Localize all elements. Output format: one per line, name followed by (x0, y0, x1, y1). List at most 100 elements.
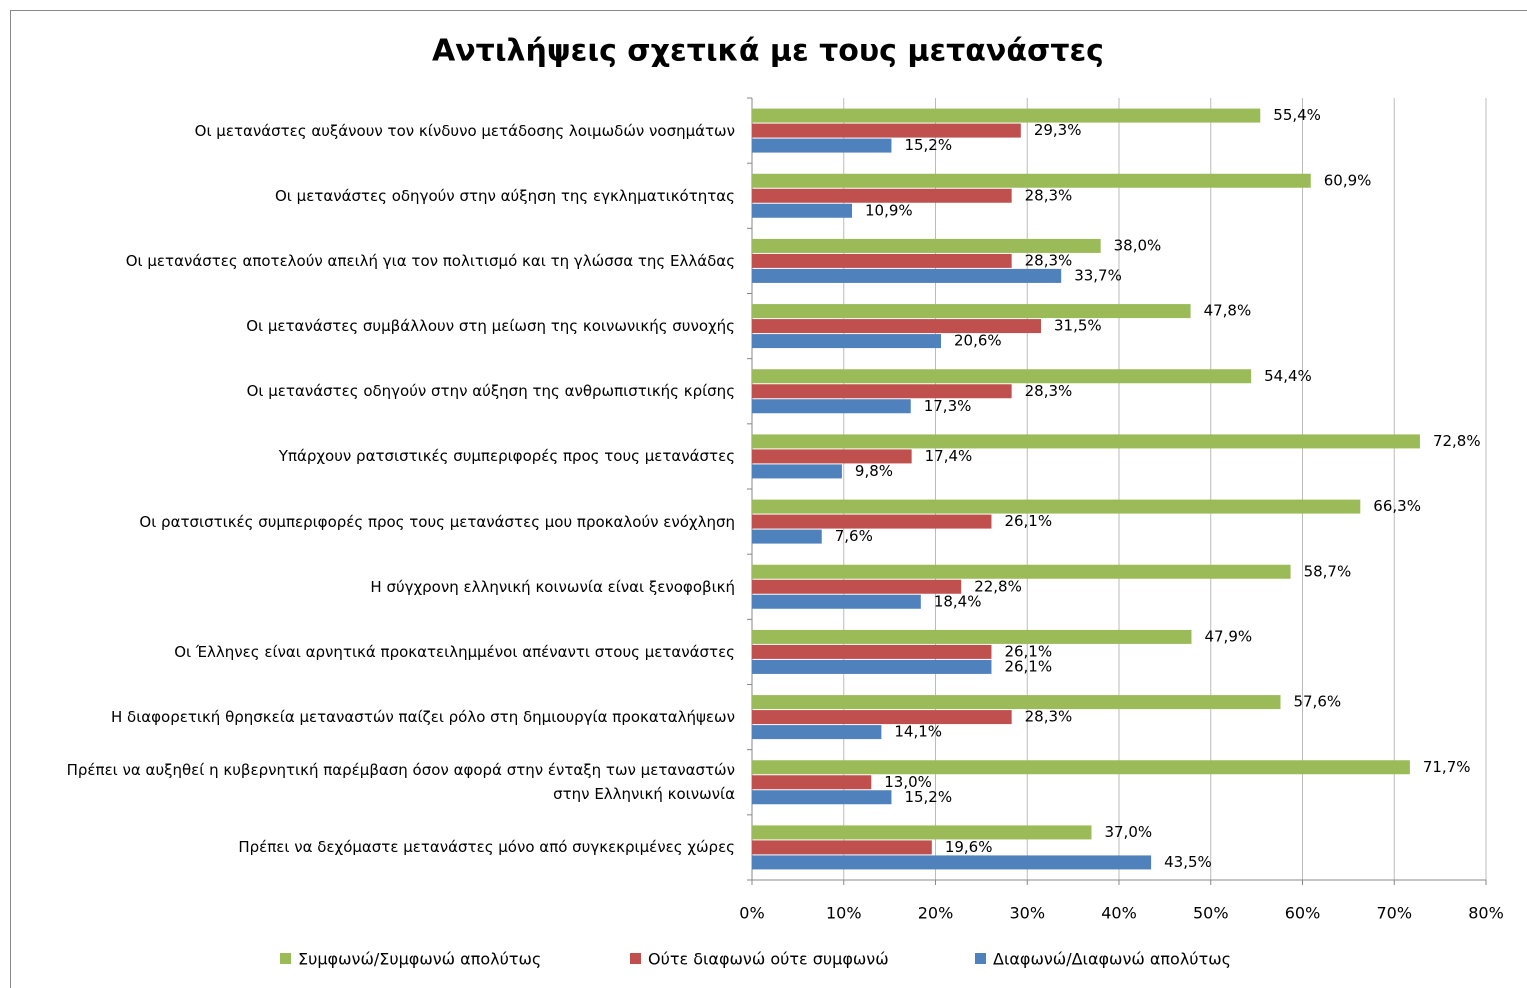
legend-label: Διαφωνώ/Διαφωνώ απολύτως (993, 950, 1231, 969)
value-label: 20,6% (954, 332, 1002, 350)
value-label: 18,4% (934, 592, 982, 610)
bar (752, 319, 1042, 334)
value-label: 71,7% (1423, 758, 1471, 776)
category-label: Οι ρατσιστικές συμπεριφορές προς τους με… (139, 512, 735, 531)
bar (752, 825, 1092, 840)
value-label: 14,1% (894, 723, 942, 741)
x-tick-label: 10% (826, 904, 862, 923)
category-label: Πρέπει να δεχόμαστε μετανάστες μόνο από … (238, 838, 735, 857)
bar (752, 695, 1281, 710)
value-label: 38,0% (1114, 236, 1162, 254)
bar (752, 464, 842, 479)
value-label: 47,9% (1204, 627, 1252, 645)
value-label: 15,2% (904, 788, 952, 806)
x-tick-label: 70% (1376, 904, 1412, 923)
bar (752, 579, 962, 594)
value-label: 57,6% (1293, 693, 1341, 711)
bar (752, 369, 1252, 384)
bar (752, 790, 892, 805)
category-label: Οι μετανάστες οδηγούν στην αύξηση της εγ… (275, 186, 735, 205)
value-label: 28,3% (1025, 186, 1073, 204)
x-tick-label: 80% (1468, 904, 1504, 923)
bar (752, 434, 1420, 449)
value-label: 26,1% (1004, 642, 1052, 660)
category-label: Οι μετανάστες αποτελούν απειλή για τον π… (125, 251, 735, 270)
value-label: 37,0% (1104, 823, 1152, 841)
chart-title: Αντιλήψεις σχετικά με τους μετανάστες (432, 34, 1104, 69)
bar (752, 644, 992, 659)
value-label: 72,8% (1433, 432, 1481, 450)
bar (752, 399, 911, 414)
bar (752, 564, 1291, 579)
bar (752, 775, 872, 790)
value-label: 19,6% (945, 838, 993, 856)
value-label: 47,8% (1204, 302, 1252, 320)
value-label: 10,9% (865, 201, 913, 219)
bar (752, 268, 1062, 283)
x-tick-label: 50% (1193, 904, 1229, 923)
legend-label: Συμφωνώ/Συμφωνώ απολύτως (298, 950, 541, 969)
value-label: 17,3% (924, 397, 972, 415)
value-label: 31,5% (1054, 317, 1102, 335)
x-tick-label: 60% (1285, 904, 1321, 923)
bar (752, 334, 942, 349)
value-label: 29,3% (1034, 121, 1082, 139)
value-label: 28,3% (1025, 251, 1073, 269)
value-label: 28,3% (1025, 382, 1073, 400)
value-label: 26,1% (1004, 512, 1052, 530)
x-tick-label: 0% (739, 904, 764, 923)
value-label: 22,8% (974, 577, 1022, 595)
bar (752, 659, 992, 674)
category-label: Η διαφορετική θρησκεία μεταναστών παίζει… (110, 708, 735, 727)
bar (752, 629, 1192, 644)
bar (752, 253, 1012, 268)
bar (752, 760, 1410, 775)
value-label: 26,1% (1004, 657, 1052, 675)
bar (752, 840, 932, 855)
value-label: 15,2% (904, 136, 952, 154)
bar (752, 203, 853, 218)
bar (752, 108, 1261, 123)
category-label: Οι Έλληνες είναι αρνητικά προκατειλημμέν… (174, 642, 735, 661)
bar (752, 304, 1191, 319)
value-label: 58,7% (1304, 562, 1352, 580)
value-label: 33,7% (1074, 266, 1122, 284)
bar (752, 725, 882, 740)
bar (752, 529, 822, 544)
value-label: 28,3% (1025, 708, 1073, 726)
value-label: 66,3% (1373, 497, 1421, 515)
value-label: 54,4% (1264, 367, 1312, 385)
bar (752, 173, 1311, 188)
x-tick-label: 40% (1101, 904, 1137, 923)
category-label: Η σύγχρονη ελληνική κοινωνία είναι ξενοφ… (370, 577, 735, 596)
value-label: 17,4% (925, 447, 973, 465)
bar (752, 499, 1361, 514)
bar (752, 449, 912, 464)
legend-swatch (280, 953, 291, 964)
value-label: 43,5% (1164, 853, 1212, 871)
bar (752, 188, 1012, 203)
legend-swatch (975, 953, 986, 964)
bar (752, 710, 1012, 725)
legend-label: Ούτε διαφωνώ ούτε συμφωνώ (648, 950, 889, 969)
bar (752, 238, 1101, 253)
bar (752, 384, 1012, 399)
category-label: Οι μετανάστες οδηγούν στην αύξηση της αν… (246, 382, 735, 401)
category-label: Πρέπει να αυξηθεί η κυβερνητική παρέμβασ… (66, 761, 735, 804)
value-label: 13,0% (884, 773, 932, 791)
legend-swatch (630, 953, 641, 964)
value-label: 60,9% (1324, 171, 1372, 189)
category-label: Οι μετανάστες συμβάλλουν στη μείωση της … (246, 317, 735, 336)
bar (752, 123, 1021, 138)
bar (752, 138, 892, 153)
x-tick-label: 30% (1009, 904, 1045, 923)
value-label: 7,6% (835, 527, 873, 545)
bar (752, 855, 1152, 870)
bar (752, 514, 992, 529)
value-label: 55,4% (1273, 106, 1321, 124)
chart-border (10, 10, 1527, 988)
value-label: 9,8% (855, 462, 893, 480)
x-tick-label: 20% (918, 904, 954, 923)
